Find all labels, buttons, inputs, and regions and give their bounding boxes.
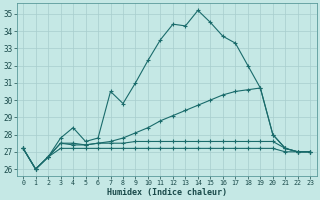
- X-axis label: Humidex (Indice chaleur): Humidex (Indice chaleur): [107, 188, 227, 197]
